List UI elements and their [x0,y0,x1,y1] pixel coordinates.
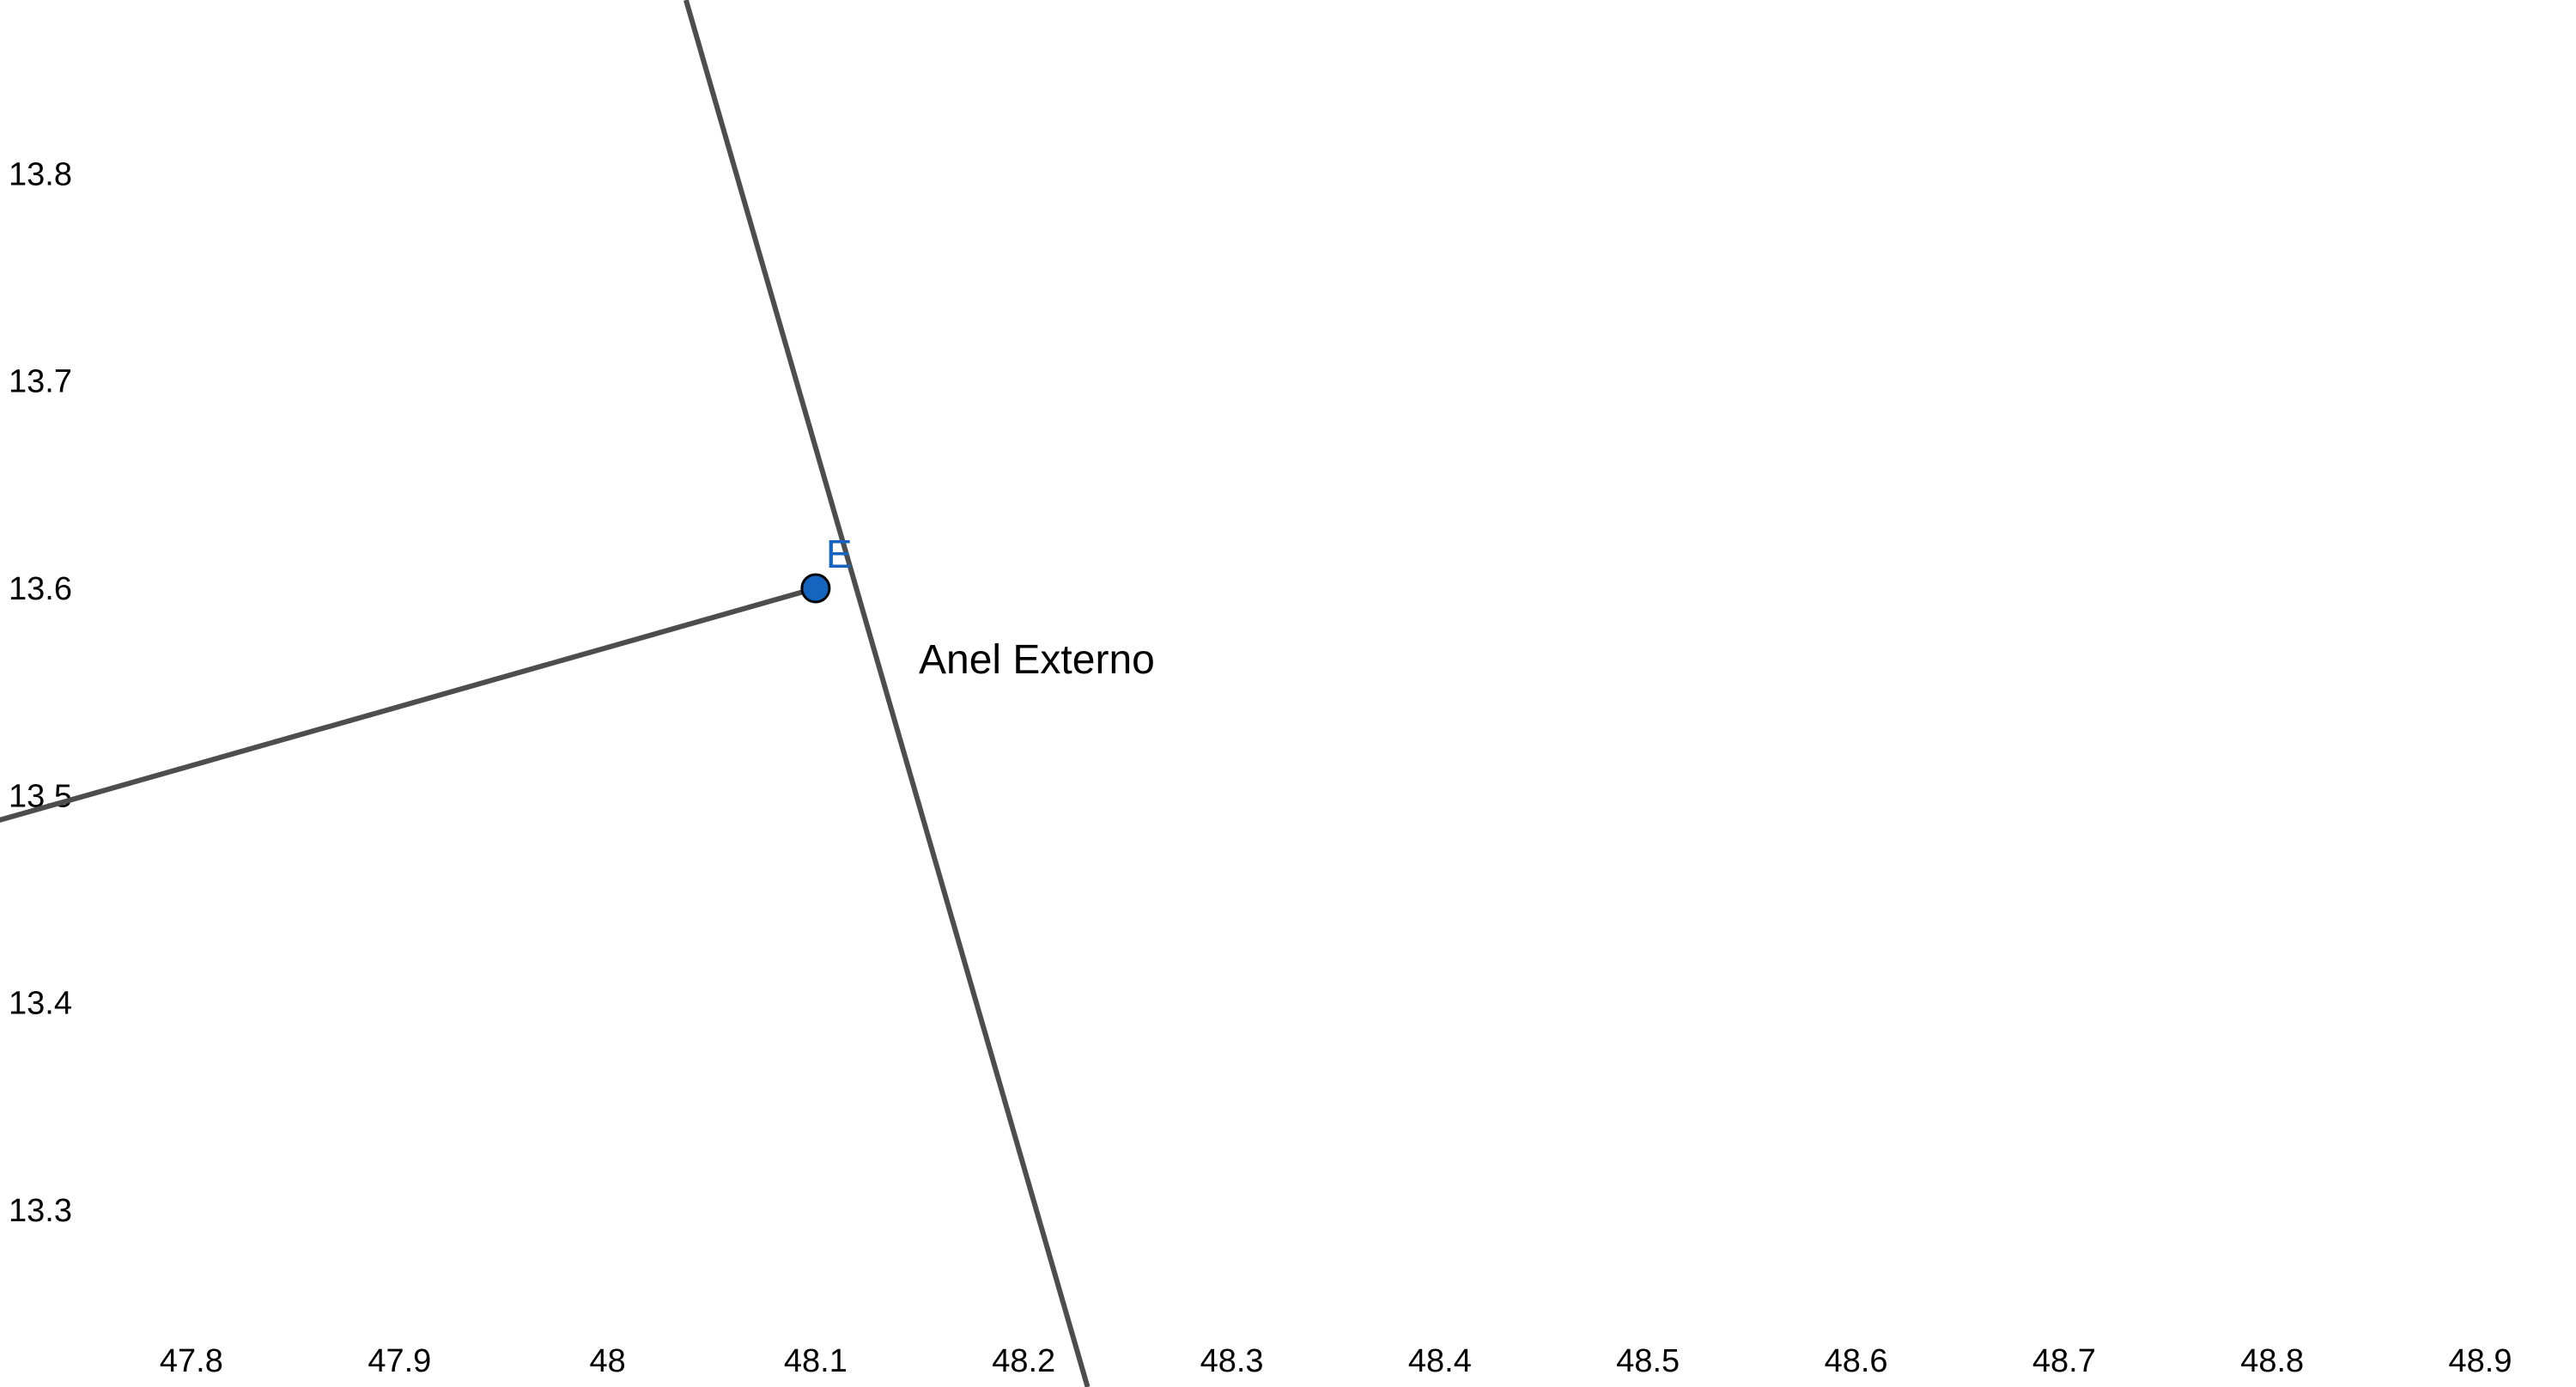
y-tick-label: 13.6 [9,571,72,607]
anel-externo-label[interactable]: Anel Externo [919,637,1155,683]
y-tick-label: 13.7 [9,364,72,400]
x-tick-label: 48.7 [2032,1343,2096,1379]
point-e[interactable] [800,573,831,604]
y-tick-label: 13.4 [9,986,72,1022]
x-tick-label: 48.2 [992,1343,1055,1379]
segment-shallow[interactable] [0,586,818,823]
x-tick-label: 48.9 [2449,1343,2512,1379]
x-tick-label: 48.8 [2240,1343,2304,1379]
x-tick-label: 48.3 [1200,1343,1264,1379]
x-tick-label: 48.1 [784,1343,848,1379]
y-tick-label: 13.3 [9,1193,72,1229]
x-tick-label: 48.6 [1825,1343,1888,1379]
x-tick-label: 47.9 [368,1343,431,1379]
x-axis-tick-labels: 47.8 47.9 48 48.1 48.2 48.3 48.4 48.5 48.6 48.7 48… [160,1343,2512,1379]
x-tick-label: 48.4 [1408,1343,1472,1379]
point-e-label: E [826,532,853,576]
x-tick-label: 48.5 [1616,1343,1680,1379]
segment-steep[interactable] [683,0,1091,1387]
x-tick-label: 48 [589,1343,625,1379]
y-tick-label: 13.8 [9,156,72,192]
x-tick-label: 47.8 [160,1343,223,1379]
